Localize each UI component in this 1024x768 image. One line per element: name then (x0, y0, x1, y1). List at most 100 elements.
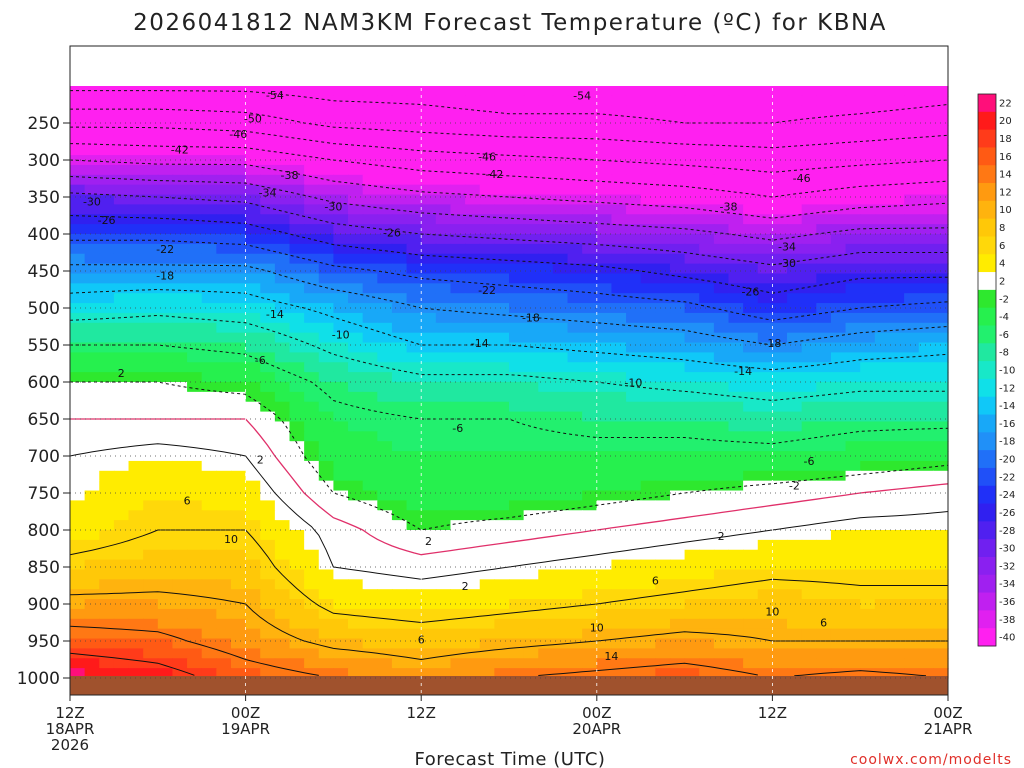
heat-cell (450, 184, 466, 196)
heat-cell (230, 234, 247, 245)
heat-cell (596, 105, 613, 117)
heat-cell (128, 352, 144, 363)
heat-cell (567, 579, 583, 590)
heat-cell (757, 559, 773, 571)
heat-cell (172, 658, 188, 669)
heat-cell (391, 362, 408, 373)
heat-cell (318, 421, 334, 432)
heat-cell (523, 608, 539, 620)
heat-cell (918, 658, 934, 669)
heat-cell (128, 460, 144, 472)
heat-cell (421, 263, 437, 275)
colorbar-label: -26 (999, 508, 1015, 519)
heat-cell (172, 628, 188, 640)
heat-cell (201, 480, 217, 492)
heat-cell (772, 638, 788, 649)
heat-cell (801, 658, 817, 669)
heat-cell (260, 628, 276, 640)
heat-cell (304, 362, 320, 373)
heat-cell (494, 441, 510, 452)
heat-cell (465, 451, 481, 462)
heat-cell (479, 342, 495, 353)
heat-cell (713, 204, 730, 215)
isotherm-line (69, 159, 949, 219)
heat-cell (757, 135, 773, 146)
heat-cell (713, 362, 730, 373)
heat-cell (143, 441, 159, 452)
heat-cell (201, 431, 217, 442)
heat-cell (787, 293, 803, 304)
heat-cell (333, 86, 349, 97)
heat-cell (377, 155, 393, 166)
heat-cell (845, 559, 861, 571)
y-tick-label: 250 (28, 114, 60, 134)
heat-cell (187, 184, 203, 196)
heat-cell (201, 253, 217, 265)
heat-cell (201, 342, 217, 353)
heat-cell (640, 174, 656, 186)
temperature-field (70, 86, 949, 679)
colorbar-swatch (978, 503, 996, 522)
heat-cell (713, 312, 730, 324)
heat-cell (128, 608, 144, 620)
heat-cell (187, 490, 203, 501)
heat-cell (596, 362, 613, 373)
heat-cell (362, 312, 378, 324)
heat-cell (874, 608, 891, 620)
heat-cell (333, 530, 349, 541)
heat-cell (626, 164, 642, 176)
heat-cell (567, 628, 583, 640)
heat-cell (801, 234, 817, 245)
heat-cell (318, 322, 334, 334)
heat-cell (289, 352, 305, 363)
heat-cell (377, 125, 393, 136)
heat-cell (787, 263, 803, 275)
heat-cell (552, 145, 569, 156)
heat-cell (157, 234, 174, 245)
heat-cell (904, 569, 920, 580)
heat-cell (655, 608, 671, 620)
heat-cell (816, 155, 832, 166)
heat-cell (187, 164, 203, 176)
heat-cell (377, 539, 393, 551)
heat-cell (626, 559, 642, 571)
heat-cell (157, 115, 174, 127)
heat-cell (582, 86, 598, 97)
heat-cell (655, 293, 671, 304)
heat-cell (406, 214, 422, 225)
heat-cell (918, 253, 934, 265)
heat-cell (640, 589, 656, 600)
heat-cell (230, 204, 247, 215)
heat-cell (669, 303, 686, 314)
heat-cell (84, 579, 100, 590)
heat-cell (348, 164, 364, 176)
heat-cell (655, 164, 671, 176)
heat-cell (406, 174, 422, 186)
heat-cell (860, 589, 876, 600)
heat-cell (391, 608, 408, 620)
heat-cell (435, 332, 452, 344)
heat-cell (172, 362, 188, 373)
heat-cell (552, 460, 569, 472)
heat-cell (128, 125, 144, 136)
heat-cell (274, 105, 291, 117)
heat-cell (933, 648, 949, 659)
heat-cell (611, 500, 627, 511)
heat-cell (348, 234, 364, 245)
heat-cell (435, 658, 452, 669)
heat-cell (143, 164, 159, 176)
heat-cell (874, 243, 891, 255)
heat-cell (274, 184, 291, 196)
heat-cell (918, 224, 934, 235)
heat-cell (918, 668, 934, 679)
heat-cell (406, 490, 422, 501)
heat-cell (494, 312, 510, 324)
heat-cell (84, 214, 100, 225)
heat-cell (128, 431, 144, 442)
heat-cell (523, 490, 539, 501)
heat-cell (904, 95, 920, 107)
heat-cell (552, 224, 569, 235)
heat-cell (333, 105, 349, 117)
heat-cell (596, 125, 613, 136)
heat-cell (84, 145, 100, 156)
